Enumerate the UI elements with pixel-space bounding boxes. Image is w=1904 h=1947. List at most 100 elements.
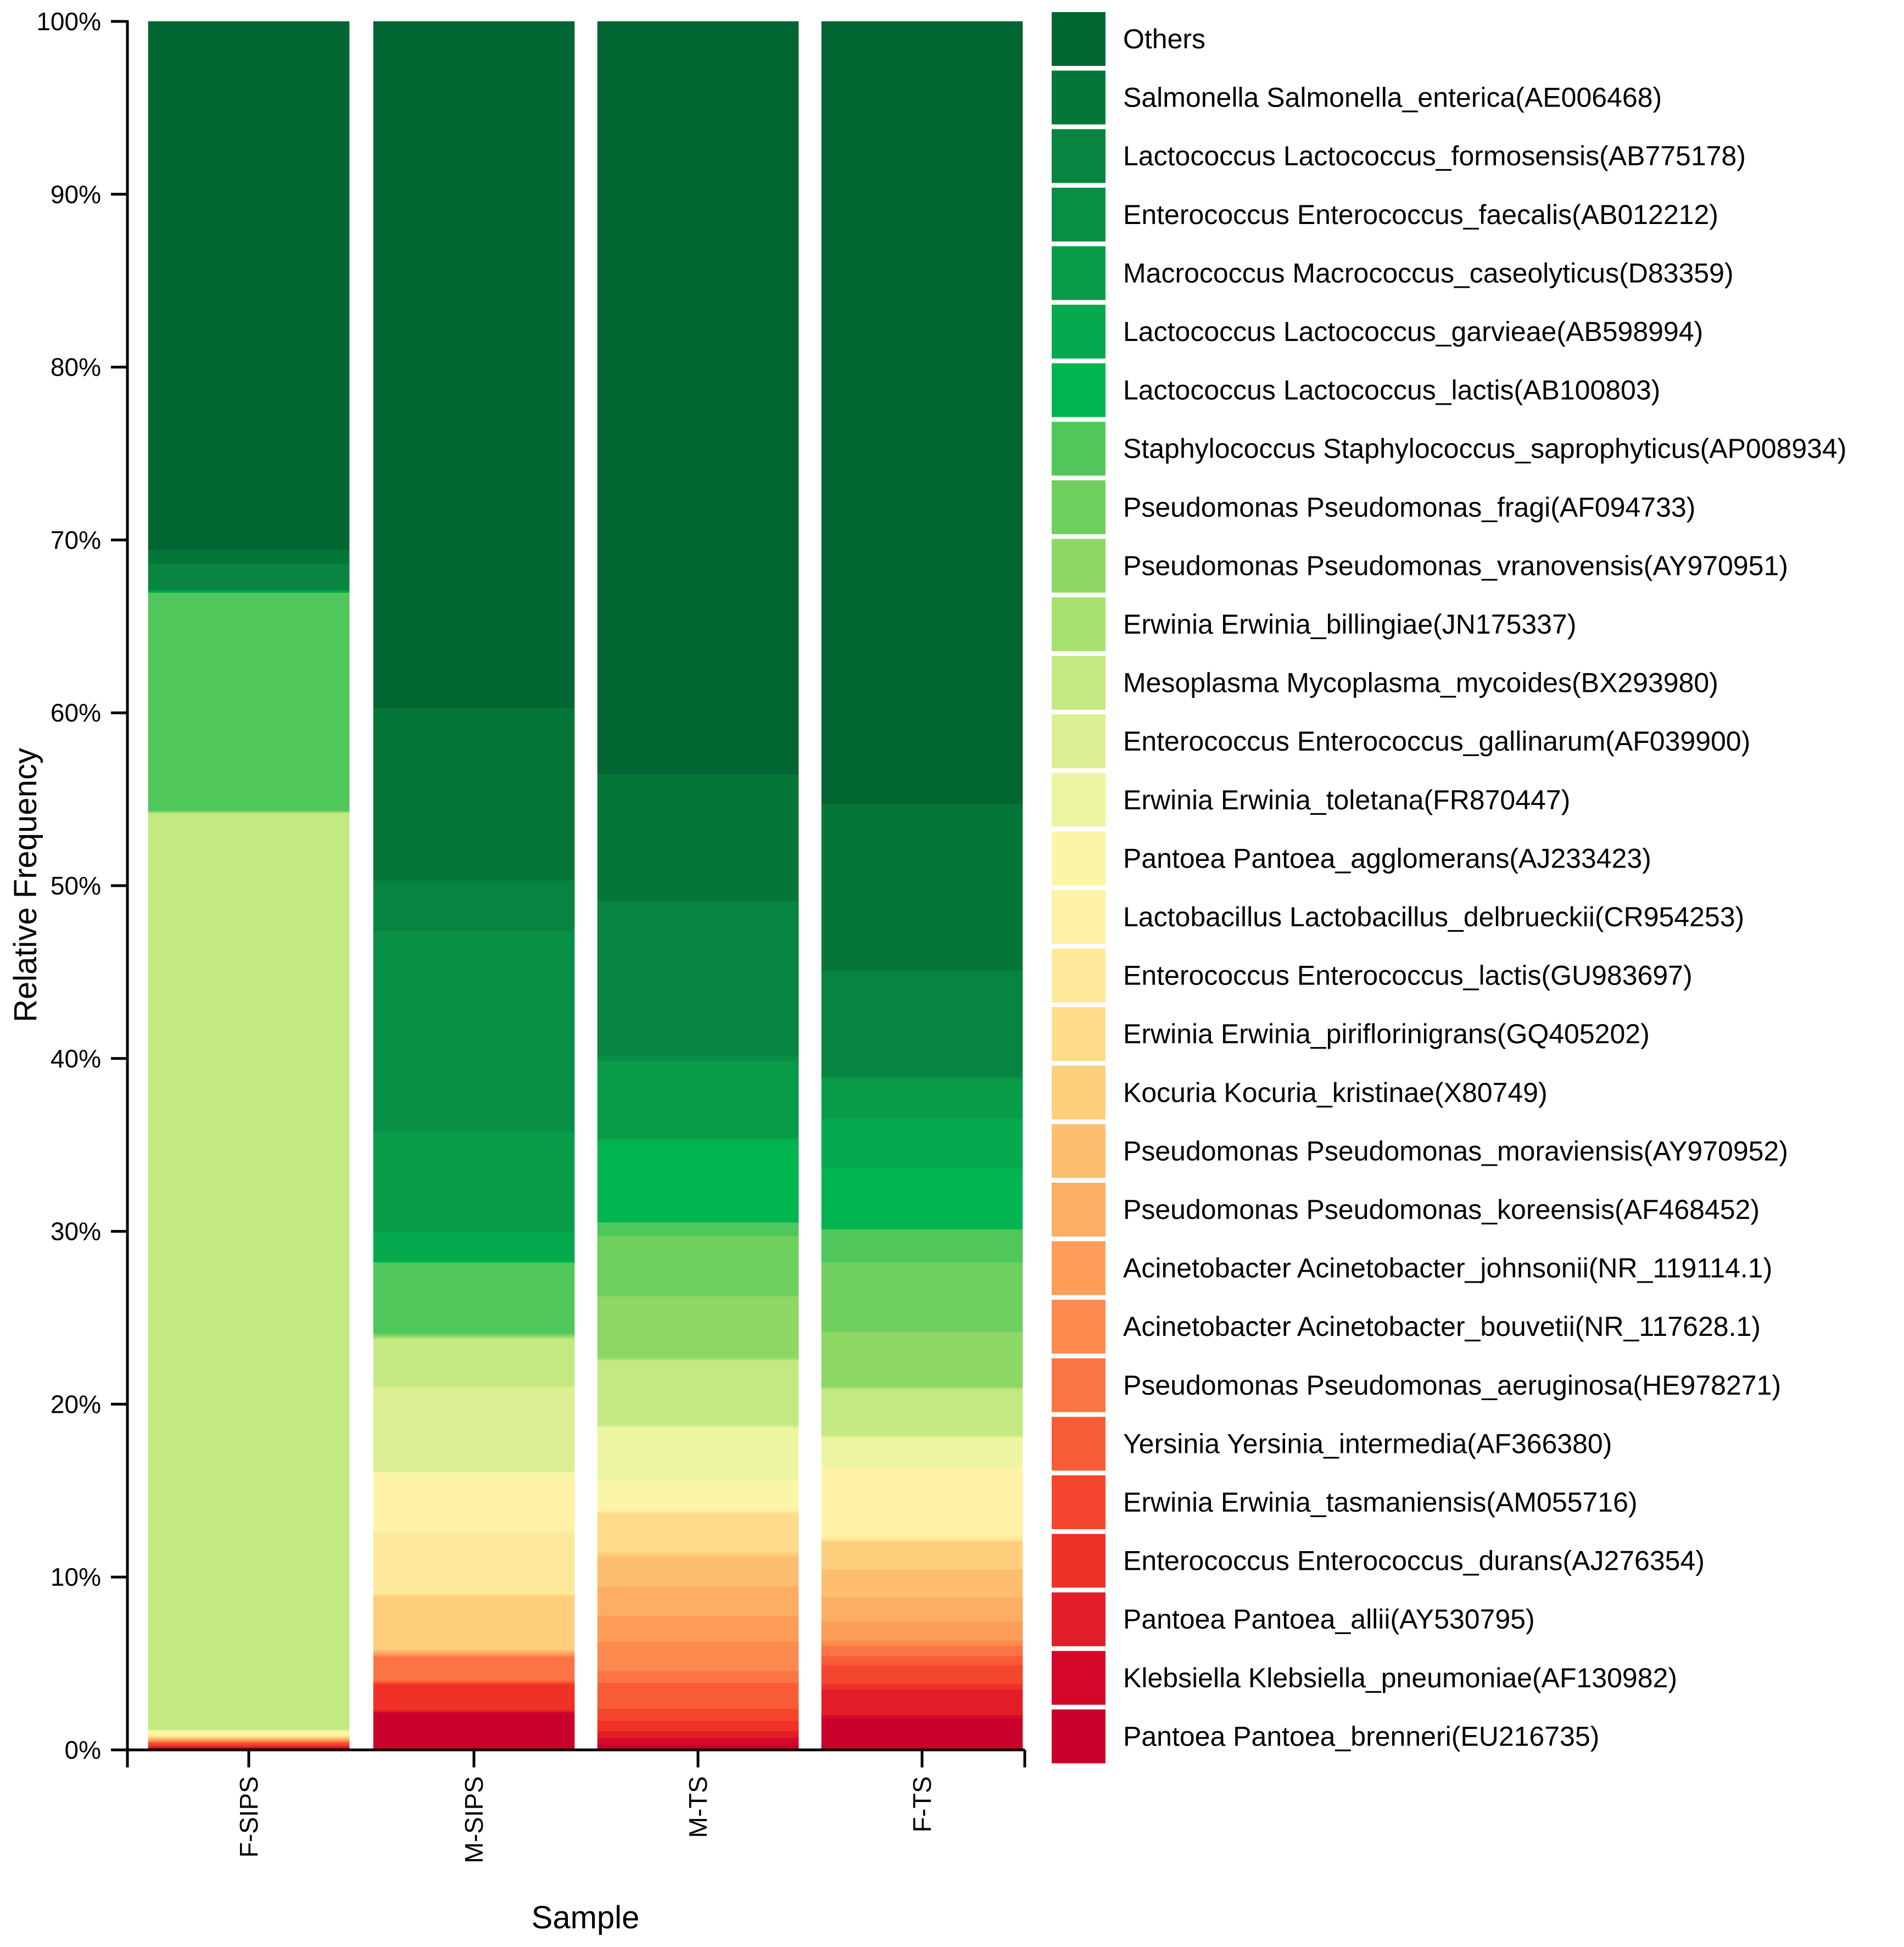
bar-segment-f-ts-12 (821, 1540, 1023, 1542)
legend-swatch-6 (1052, 363, 1105, 417)
legend-label-1: Salmonella Salmonella_enterica(AE006468) (1123, 82, 1662, 113)
legend-label-22: Acinetobacter Acinetobacter_bouvetii(NR_… (1123, 1311, 1761, 1342)
y-tick-label-9: 90% (51, 180, 101, 209)
bar-segment-m-ts-14 (597, 1506, 799, 1512)
legend-swatch-15 (1052, 890, 1105, 944)
bar-segment-m-ts-24 (597, 1138, 799, 1140)
bar-segment-f-sips-29 (148, 21, 350, 550)
bar-segment-m-sips-28 (373, 707, 575, 881)
legend-swatch-11 (1052, 656, 1105, 710)
bar-segment-f-ts-14 (821, 1468, 1023, 1537)
legend-swatch-21 (1052, 1241, 1105, 1295)
bar-segment-m-ts-23 (597, 1139, 799, 1223)
bar-segment-f-ts-7 (821, 1640, 1023, 1646)
legend-label-7: Staphylococcus Staphylococcus_saprophyti… (1123, 433, 1846, 464)
bar-segment-f-ts-2 (821, 1689, 1023, 1716)
legend-label-16: Enterococcus Enterococcus_lactis(GU98369… (1123, 960, 1693, 991)
legend-label-27: Pantoea Pantoea_allii(AY530795) (1123, 1604, 1535, 1635)
bar-segment-m-ts-13 (597, 1510, 799, 1513)
bar-segment-f-ts-8 (821, 1621, 1023, 1641)
legend-swatch-1 (1052, 70, 1105, 125)
bar-segment-m-sips-1 (373, 1711, 575, 1714)
bar-segment-m-ts-12 (597, 1512, 799, 1553)
legend-swatch-3 (1052, 187, 1105, 242)
bar-segment-m-ts-2 (597, 1731, 799, 1738)
legend-swatch-22 (1052, 1300, 1105, 1354)
bar-segment-m-ts-9 (597, 1586, 799, 1616)
bar-segment-f-sips-15 (148, 1731, 350, 1735)
bar-segment-m-sips-10 (373, 1649, 575, 1652)
bar-segment-m-sips-5 (373, 1680, 575, 1683)
legend-swatch-10 (1052, 597, 1105, 651)
y-tick-label-6: 60% (51, 698, 101, 727)
bar-segment-m-ts-22 (597, 1222, 799, 1237)
bar-segment-f-ts-26 (821, 1076, 1023, 1079)
y-tick-label-1: 10% (51, 1563, 101, 1591)
bar-segment-m-sips-18 (373, 1338, 575, 1387)
bars-layer (148, 21, 1023, 1750)
legend-swatch-2 (1052, 129, 1105, 183)
bar-segment-f-ts-18 (821, 1389, 1023, 1436)
bar-segment-m-ts-26 (597, 1055, 799, 1061)
bar-segment-m-ts-16 (597, 1426, 799, 1481)
x-tick-label-0: F-SIPS (234, 1776, 263, 1858)
legend-swatch-4 (1052, 246, 1105, 300)
bar-segment-m-ts-29 (597, 21, 799, 774)
legend-swatch-7 (1052, 422, 1105, 476)
bar-segment-m-ts-4 (597, 1708, 799, 1721)
bar-segment-f-ts-23 (821, 1168, 1023, 1230)
legend-label-19: Pseudomonas Pseudomonas_moraviensis(AY97… (1123, 1135, 1788, 1166)
bar-segment-f-ts-19 (821, 1387, 1023, 1389)
bar-segment-f-ts-15 (821, 1467, 1023, 1469)
bar-segment-m-sips-17 (373, 1386, 575, 1472)
bar-segment-f-ts-5 (821, 1656, 1023, 1665)
legend-label-5: Lactococcus Lactococcus_garvieae(AB59899… (1123, 316, 1703, 347)
bar-segment-f-ts-1 (821, 1715, 1023, 1719)
bar-segment-m-sips-25 (373, 1131, 575, 1232)
bar-segment-m-ts-3 (597, 1720, 799, 1731)
bar-segment-m-ts-11 (597, 1552, 799, 1556)
bar-segment-f-ts-22 (821, 1229, 1023, 1263)
y-tick-label-8: 80% (51, 353, 101, 382)
legend-swatch-16 (1052, 948, 1105, 1003)
bar-segment-m-sips-8 (373, 1653, 575, 1655)
bar-segment-f-ts-21 (821, 1262, 1023, 1332)
bar-segment-m-sips-16 (373, 1471, 575, 1474)
legend-label-9: Pseudomonas Pseudomonas_vranovensis(AY97… (1123, 550, 1788, 581)
bar-segment-f-sips-27 (148, 563, 350, 590)
bar-segment-m-sips-15 (373, 1473, 575, 1475)
bar-segment-f-sips-22 (148, 592, 350, 811)
y-tick-label-7: 70% (51, 525, 101, 554)
bar-segment-f-ts-0 (821, 1718, 1023, 1750)
bar-segment-m-sips-14 (373, 1475, 575, 1532)
bar-segment-m-sips-23 (373, 1260, 575, 1263)
legend-swatch-23 (1052, 1358, 1105, 1412)
legend-swatch-27 (1052, 1592, 1105, 1647)
legend-label-21: Acinetobacter Acinetobacter_johnsonii(NR… (1123, 1253, 1772, 1284)
legend-swatch-5 (1052, 305, 1105, 359)
legend-label-12: Enterococcus Enterococcus_gallinarum(AF0… (1123, 726, 1750, 757)
bar-segment-m-sips-11 (373, 1596, 575, 1650)
legend-label-0: Others (1123, 24, 1205, 54)
bar-segment-m-sips-13 (373, 1532, 575, 1594)
legend-label-2: Lactococcus Lactococcus_formosensis(AB77… (1123, 141, 1746, 171)
bar-segment-f-ts-29 (821, 21, 1023, 804)
bar-segment-m-ts-27 (597, 900, 799, 1056)
bar-segment-m-ts-25 (597, 1060, 799, 1139)
legend-swatch-17 (1052, 1007, 1105, 1061)
bar-segment-m-sips-26 (373, 930, 575, 1132)
bar-segment-m-sips-2 (373, 1710, 575, 1713)
y-axis-label: Relative Frequency (8, 748, 43, 1022)
legend-label-8: Pseudomonas Pseudomonas_fragi(AF094733) (1123, 492, 1695, 523)
bar-segment-f-ts-9 (821, 1597, 1023, 1622)
bar-segment-m-ts-5 (597, 1682, 799, 1709)
legend-label-15: Lactobacillus Lactobacillus_delbrueckii(… (1123, 902, 1744, 932)
legend-label-28: Klebsiella Klebsiella_pneumoniae(AF13098… (1123, 1663, 1677, 1693)
bar-segment-m-ts-15 (597, 1480, 799, 1506)
bar-segment-m-sips-12 (373, 1594, 575, 1597)
bar-segment-m-ts-28 (597, 774, 799, 902)
bar-segment-f-ts-13 (821, 1536, 1023, 1540)
bar-segment-f-ts-4 (821, 1664, 1023, 1685)
legend-label-13: Erwinia Erwinia_toletana(FR870447) (1123, 785, 1570, 815)
